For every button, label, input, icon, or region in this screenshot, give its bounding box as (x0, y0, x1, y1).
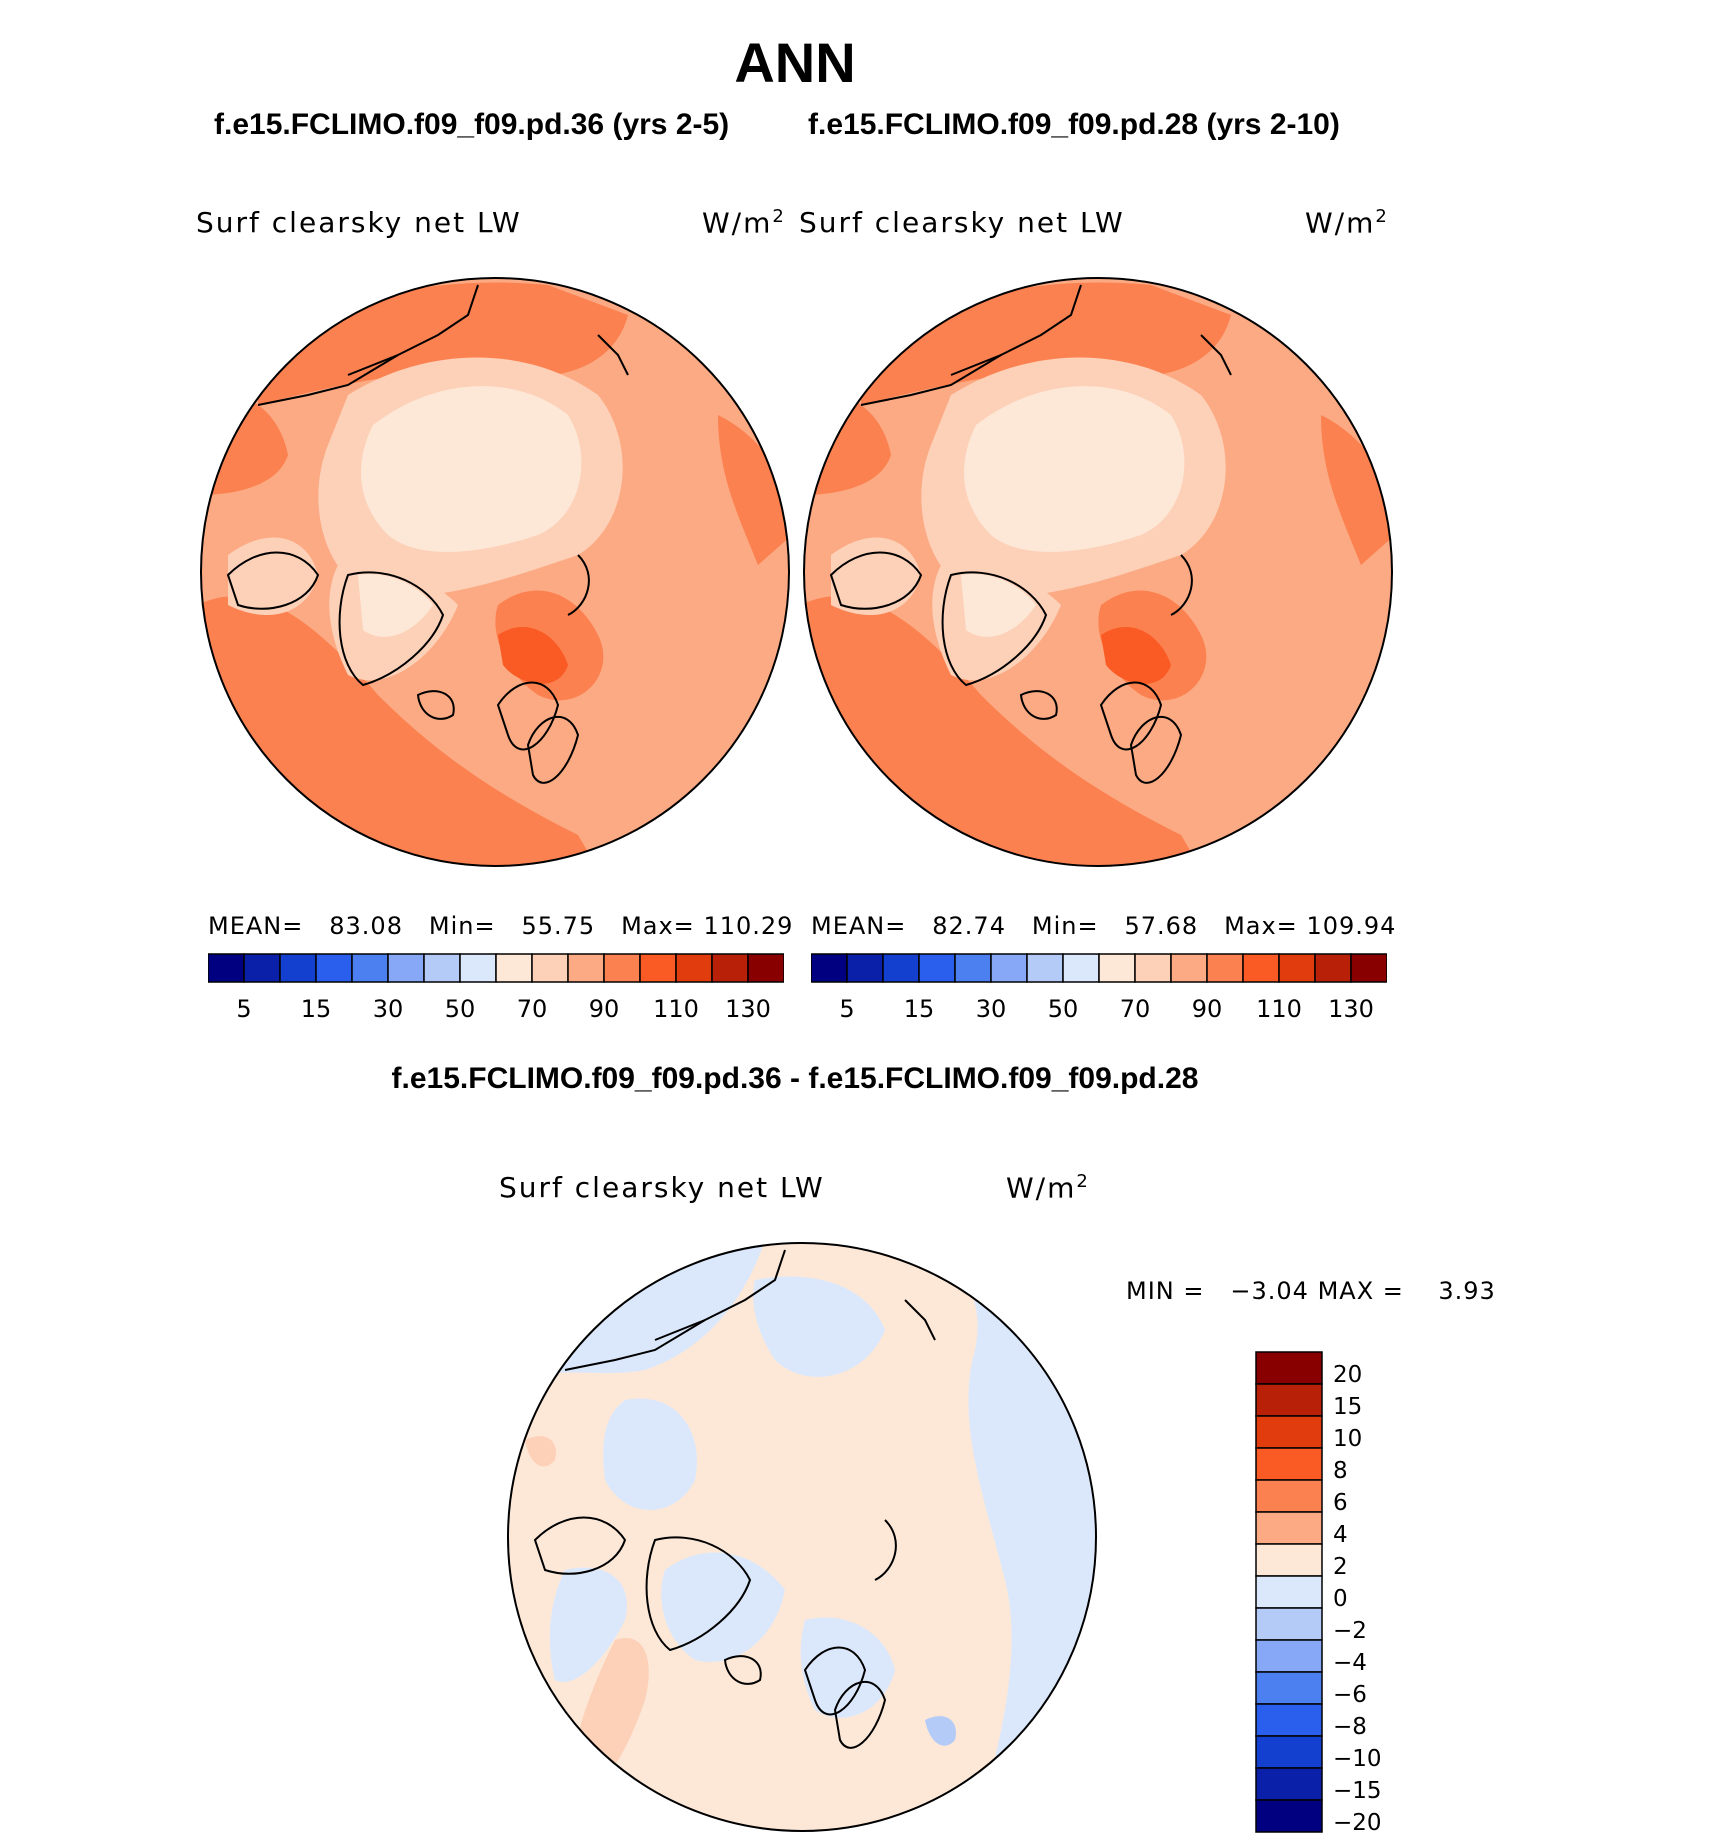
case-title-right: f.e15.FCLIMO.f09_f09.pd.28 (yrs 2-10) (808, 108, 1340, 141)
panel-left-variable: Surf clearsky net LW (196, 206, 522, 239)
map-panel-difference (507, 1242, 1097, 1832)
colorbar-box (1278, 953, 1316, 983)
map-panel-left (200, 277, 790, 867)
colorbar-box (279, 953, 317, 983)
colorbar-label: 50 (445, 995, 476, 1023)
colorbar-label: 5 (839, 995, 854, 1023)
panel-left-units: W/m2 (702, 206, 786, 240)
colorbar-box (1255, 1543, 1323, 1577)
panel-right-units: W/m2 (1305, 206, 1389, 240)
colorbar-label: 70 (517, 995, 548, 1023)
colorbar-box (1255, 1351, 1323, 1385)
colorbar-box (1255, 1639, 1323, 1673)
colorbar-box (1255, 1447, 1323, 1481)
colorbar-box (1134, 953, 1172, 983)
colorbar-box (495, 953, 533, 983)
colorbar-label: 30 (373, 995, 404, 1023)
colorbar-box (208, 953, 245, 983)
colorbar-box (1314, 953, 1352, 983)
colorbar-box (1062, 953, 1100, 983)
colorbar-label: 15 (904, 995, 935, 1023)
colorbar-box (459, 953, 497, 983)
colorbar-box (1255, 1479, 1323, 1513)
colorbar-label: −20 (1333, 1810, 1382, 1836)
diff-panel-stats: MIN = −3.04 MAX = 3.93 (1126, 1277, 1496, 1305)
colorbar-box (1255, 1671, 1323, 1705)
colorbar-label: 20 (1333, 1362, 1362, 1388)
colorbar-box (747, 953, 784, 983)
colorbar-label: 4 (1333, 1522, 1348, 1548)
colorbar-box (531, 953, 569, 983)
difference-title: f.e15.FCLIMO.f09_f09.pd.36 - f.e15.FCLIM… (391, 1062, 1199, 1095)
panel-left-stats: MEAN= 83.08 Min= 55.75 Max= 110.29 (208, 912, 794, 940)
colorbar-label: 110 (1256, 995, 1302, 1023)
colorbar-label: −8 (1333, 1714, 1367, 1740)
colorbar-box (1242, 953, 1280, 983)
colorbar-box (1255, 1767, 1323, 1801)
colorbar-box (639, 953, 677, 983)
colorbar-label: 15 (1333, 1394, 1362, 1420)
colorbar-box (954, 953, 992, 983)
colorbar-box (1255, 1703, 1323, 1737)
colorbar-box (423, 953, 461, 983)
colorbar-label: 110 (653, 995, 699, 1023)
colorbar-label: 15 (301, 995, 332, 1023)
colorbar-label: −2 (1333, 1618, 1367, 1644)
colorbar-box (1255, 1735, 1323, 1769)
main-title: ANN (734, 31, 856, 94)
colorbar-label: 5 (236, 995, 251, 1023)
colorbar-label: −4 (1333, 1650, 1367, 1676)
colorbar-box (567, 953, 605, 983)
colorbar-label: 8 (1333, 1458, 1348, 1484)
colorbar-box (1255, 1575, 1323, 1609)
colorbar-label: 2 (1333, 1554, 1348, 1580)
map-panel-right (803, 277, 1393, 867)
diff-panel-units: W/m2 (1006, 1171, 1090, 1205)
colorbar-label: 50 (1048, 995, 1079, 1023)
colorbar-label: 130 (1328, 995, 1374, 1023)
colorbar-box (243, 953, 281, 983)
diff-panel-variable: Surf clearsky net LW (499, 1171, 825, 1204)
colorbar-box (918, 953, 956, 983)
colorbar-label: −10 (1333, 1746, 1382, 1772)
colorbar-label: 10 (1333, 1426, 1362, 1452)
colorbar-box (387, 953, 425, 983)
colorbar-box (603, 953, 641, 983)
colorbar-box (1098, 953, 1136, 983)
colorbar-box (1170, 953, 1208, 983)
colorbar-box (1255, 1607, 1323, 1641)
colorbar-box (1255, 1799, 1323, 1833)
colorbar-box (351, 953, 389, 983)
colorbar-label: −6 (1333, 1682, 1367, 1708)
colorbar-box (1255, 1415, 1323, 1449)
colorbar-box (711, 953, 749, 983)
colorbar-box (811, 953, 848, 983)
colorbar-box (1255, 1383, 1323, 1417)
colorbar-box (1206, 953, 1244, 983)
colorbar-box (675, 953, 713, 983)
colorbar-left: 5 15 30 50 70 90 110 130 (208, 953, 784, 1023)
panel-right-stats: MEAN= 82.74 Min= 57.68 Max= 109.94 (811, 912, 1397, 940)
colorbar-label: 70 (1120, 995, 1151, 1023)
colorbar-box (1026, 953, 1064, 983)
case-title-left: f.e15.FCLIMO.f09_f09.pd.36 (yrs 2-5) (214, 108, 730, 141)
colorbar-label: 0 (1333, 1586, 1348, 1612)
colorbar-box (315, 953, 353, 983)
colorbar-right: 5 15 30 50 70 90 110 130 (811, 953, 1387, 1023)
colorbar-box (1350, 953, 1387, 983)
colorbar-box (846, 953, 884, 983)
colorbar-box (882, 953, 920, 983)
panel-right-variable: Surf clearsky net LW (799, 206, 1125, 239)
colorbar-box (1255, 1511, 1323, 1545)
colorbar-label: 6 (1333, 1490, 1348, 1516)
colorbar-label: 130 (725, 995, 771, 1023)
colorbar-label: −15 (1333, 1778, 1382, 1804)
colorbar-box (990, 953, 1028, 983)
colorbar-label: 90 (589, 995, 620, 1023)
colorbar-label: 90 (1192, 995, 1223, 1023)
colorbar-label: 30 (976, 995, 1007, 1023)
